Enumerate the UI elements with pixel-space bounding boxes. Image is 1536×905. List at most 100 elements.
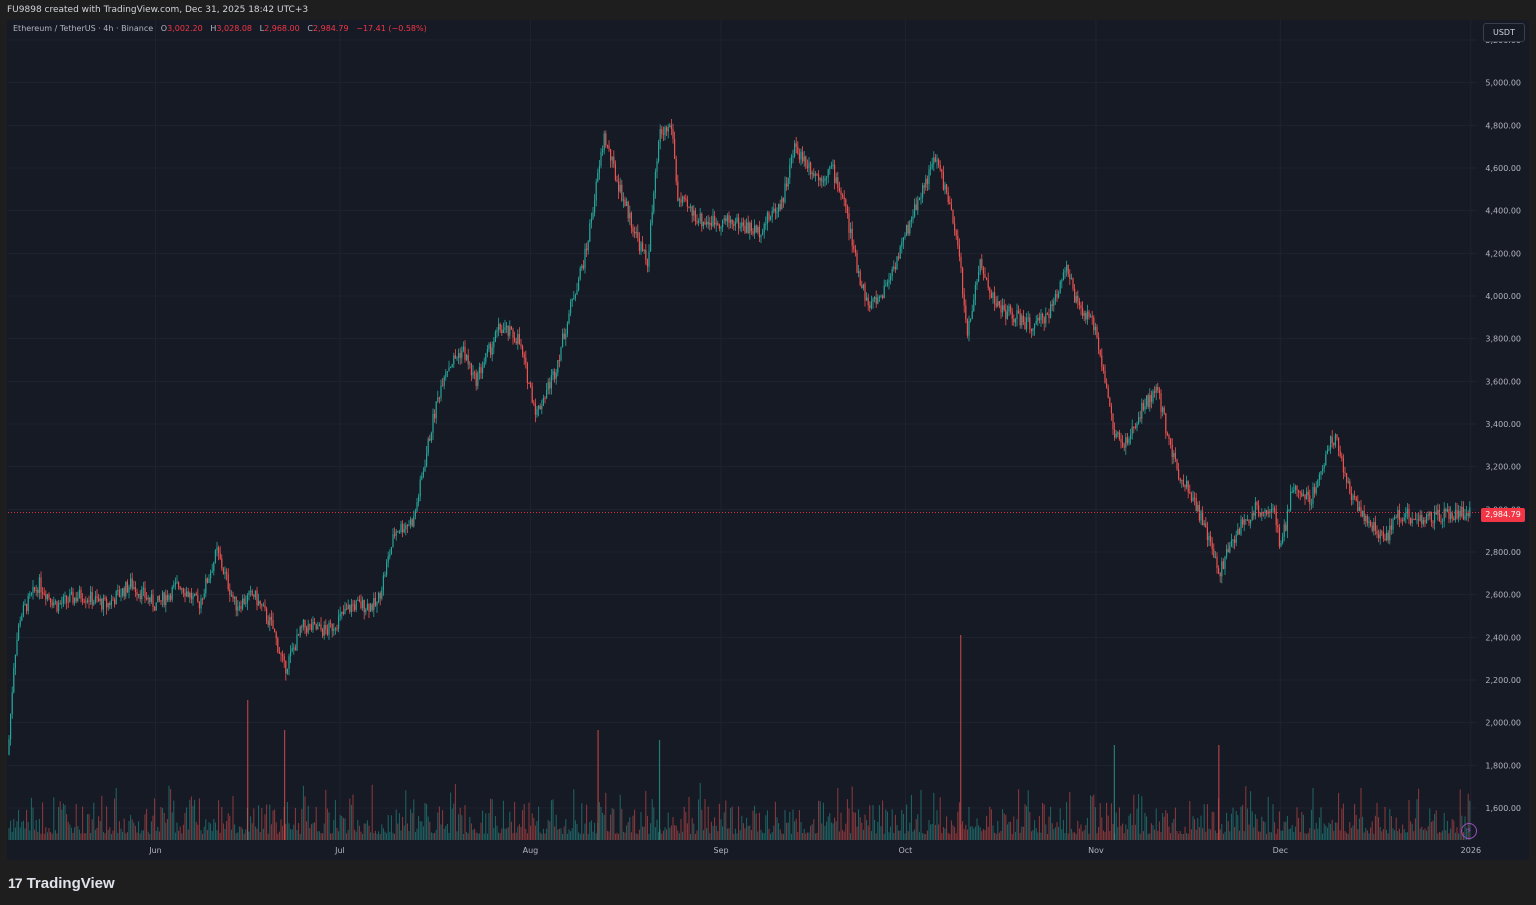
candle-body — [1160, 393, 1162, 412]
x-tick-label: Oct — [898, 846, 912, 855]
volume-bar — [429, 821, 431, 840]
candle-body — [1154, 391, 1156, 393]
symbol-label[interactable]: Ethereum / TetherUS · 4h · Binance — [13, 24, 154, 33]
candle-body — [1045, 313, 1047, 324]
candle-body — [971, 310, 973, 319]
candle-body — [808, 162, 810, 169]
volume-bar — [1285, 821, 1287, 840]
candle-body — [280, 653, 282, 655]
candle-body — [1059, 281, 1061, 293]
chart-area[interactable] — [7, 20, 1529, 860]
volume-bar — [1222, 833, 1224, 840]
volume-bar — [141, 830, 143, 840]
candle-body — [379, 593, 381, 599]
volume-bar — [752, 810, 754, 840]
candle-body — [797, 146, 799, 154]
candle-body — [307, 624, 309, 633]
candle-body — [680, 199, 682, 203]
candle-body — [992, 292, 994, 299]
candle-body — [346, 608, 348, 610]
volume-bar — [906, 804, 908, 840]
volume-bar — [382, 828, 384, 840]
volume-bar — [1144, 812, 1146, 840]
volume-bar — [696, 830, 698, 840]
candle-body — [1058, 292, 1060, 298]
volume-bar — [514, 801, 516, 840]
candle-body — [1445, 509, 1447, 512]
volume-bar — [387, 815, 389, 840]
volume-bar — [781, 833, 783, 840]
candle-body — [109, 603, 111, 606]
x-tick-label: Nov — [1088, 846, 1104, 855]
y-tick-label: 3,200.00 — [1485, 463, 1521, 472]
volume-bar — [1406, 832, 1408, 840]
candle-body — [632, 227, 634, 232]
volume-bar — [1323, 823, 1325, 840]
candle-body — [402, 523, 404, 533]
candle-body — [117, 590, 119, 592]
candle-body — [1216, 556, 1218, 568]
volume-bar — [392, 832, 394, 840]
candle-body — [166, 595, 168, 600]
volume-bar — [1448, 833, 1450, 840]
volume-bar — [509, 811, 511, 840]
candle-body — [1298, 490, 1300, 493]
volume-bar — [1282, 830, 1284, 840]
candle-body — [315, 623, 317, 630]
candle-body — [1200, 511, 1202, 521]
volume-bar — [661, 833, 663, 840]
candle-body — [160, 600, 162, 602]
volume-bar — [915, 819, 917, 840]
candle-body — [1237, 529, 1239, 535]
volume-bar — [611, 808, 613, 840]
volume-bar — [266, 804, 268, 840]
volume-bar — [1421, 826, 1423, 840]
volume-bar — [162, 808, 164, 840]
volume-bar — [398, 813, 400, 840]
candle-body — [890, 276, 892, 281]
candle-body — [213, 562, 215, 572]
volume-bar — [1259, 831, 1261, 840]
candle-body — [1309, 495, 1311, 504]
volume-bar — [856, 826, 858, 840]
high-value: 3,028.08 — [216, 24, 252, 33]
volume-bar — [242, 828, 244, 840]
candle-body — [696, 221, 698, 223]
candle-body — [947, 192, 949, 202]
volume-bar — [931, 823, 933, 840]
candle-body — [1333, 442, 1335, 446]
volume-bar — [1342, 803, 1344, 840]
candle-body — [896, 256, 898, 269]
volume-bar — [1026, 806, 1028, 840]
candle-body — [163, 592, 165, 606]
volume-bar — [1422, 829, 1424, 840]
volume-bar — [1214, 830, 1216, 840]
candle-body — [77, 597, 79, 602]
candle-body — [654, 171, 656, 193]
candle-body — [133, 587, 135, 589]
candle-body — [378, 593, 380, 603]
volume-bar — [610, 814, 612, 840]
tradingview-logo[interactable]: 17 TradingView — [8, 872, 115, 894]
candle-body — [701, 213, 703, 227]
candle-body — [750, 222, 752, 232]
candle-body — [928, 169, 930, 184]
candle-body — [819, 178, 821, 181]
volume-bar — [77, 826, 79, 840]
volume-bar — [32, 807, 34, 840]
volume-bar — [670, 825, 672, 840]
volume-bar — [907, 831, 909, 840]
currency-selector[interactable]: USDT — [1483, 23, 1525, 42]
volume-bar — [264, 814, 266, 840]
candle-body — [333, 628, 335, 631]
lightning-icon[interactable]: ⚡ — [1461, 823, 1477, 839]
volume-bar — [862, 829, 864, 840]
volume-bar — [1230, 813, 1232, 840]
volume-bar — [301, 809, 303, 840]
candle-body — [310, 624, 312, 630]
volume-bar — [1363, 832, 1365, 840]
volume-bar — [1384, 806, 1386, 840]
volume-bar — [1454, 832, 1456, 840]
volume-bar — [952, 825, 954, 840]
